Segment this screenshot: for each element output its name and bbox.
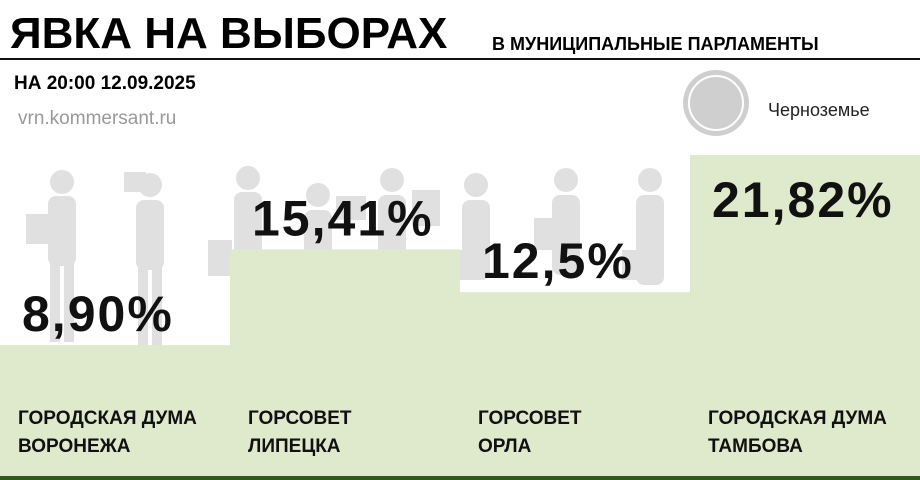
category-label: ГОРОДСКАЯ ДУМА ВОРОНЕЖА	[18, 408, 197, 457]
bar	[0, 345, 230, 476]
value-label: 21,82%	[712, 172, 894, 228]
bar	[230, 249, 460, 476]
value-label: 8,90%	[22, 286, 174, 342]
logo-circle	[683, 70, 749, 136]
bottom-strip	[0, 476, 920, 480]
bar	[460, 292, 690, 476]
category-label: ГОРСОВЕТ ЛИПЕЦКА	[248, 408, 352, 457]
logo-ring	[688, 75, 744, 131]
bar	[690, 155, 920, 477]
silhouettes	[26, 166, 664, 346]
value-label: 15,41%	[252, 190, 434, 246]
chart-title: ЯВКА НА ВЫБОРАХ	[10, 9, 447, 58]
category-label: ГОРСОВЕТ ОРЛА	[478, 408, 582, 457]
value-label: 12,5%	[482, 233, 634, 289]
category-label: ГОРОДСКАЯ ДУМА ТАМБОВА	[708, 408, 887, 457]
bars: 8,90% 15,41% 12,5% 21,82%	[0, 155, 920, 477]
note: НА 20:00 12.09.2025	[14, 73, 196, 94]
brand: Черноземье	[768, 100, 870, 120]
source: vrn.kommersant.ru	[18, 108, 176, 129]
subtitle: В МУНИЦИПАЛЬНЫЕ ПАРЛАМЕНТЫ	[492, 34, 819, 54]
